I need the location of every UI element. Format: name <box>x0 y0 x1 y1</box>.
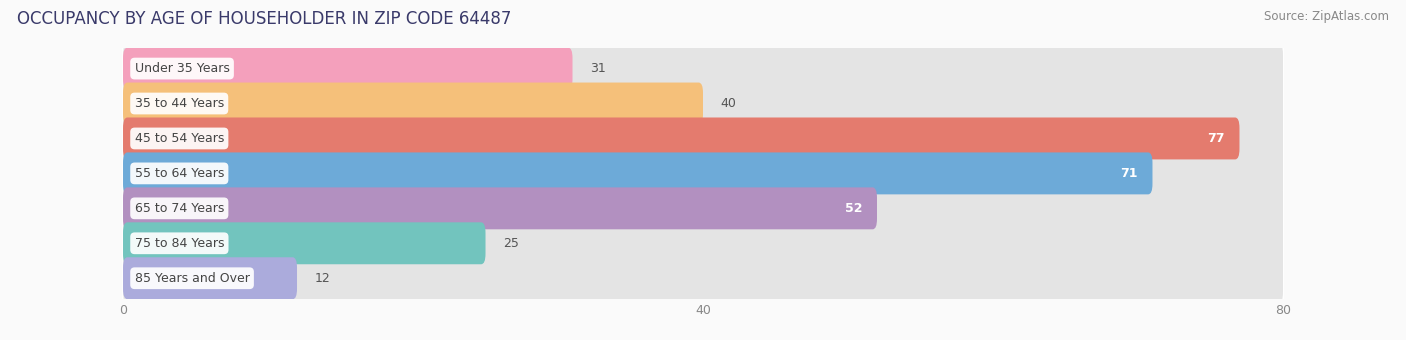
Text: 55 to 64 Years: 55 to 64 Years <box>135 167 224 180</box>
FancyBboxPatch shape <box>124 41 1284 96</box>
Text: 25: 25 <box>503 237 519 250</box>
FancyBboxPatch shape <box>124 187 877 229</box>
Text: 35 to 44 Years: 35 to 44 Years <box>135 97 224 110</box>
Text: 85 Years and Over: 85 Years and Over <box>135 272 249 285</box>
FancyBboxPatch shape <box>124 76 1284 131</box>
FancyBboxPatch shape <box>124 181 1284 236</box>
Text: 45 to 54 Years: 45 to 54 Years <box>135 132 224 145</box>
FancyBboxPatch shape <box>124 118 1240 159</box>
Text: 65 to 74 Years: 65 to 74 Years <box>135 202 224 215</box>
FancyBboxPatch shape <box>124 48 572 89</box>
Text: 75 to 84 Years: 75 to 84 Years <box>135 237 224 250</box>
FancyBboxPatch shape <box>124 222 485 264</box>
Text: 71: 71 <box>1121 167 1137 180</box>
FancyBboxPatch shape <box>124 146 1284 201</box>
FancyBboxPatch shape <box>124 83 703 124</box>
FancyBboxPatch shape <box>124 111 1284 166</box>
FancyBboxPatch shape <box>124 251 1284 306</box>
Text: 40: 40 <box>720 97 737 110</box>
Text: 31: 31 <box>591 62 606 75</box>
FancyBboxPatch shape <box>124 152 1153 194</box>
Text: OCCUPANCY BY AGE OF HOUSEHOLDER IN ZIP CODE 64487: OCCUPANCY BY AGE OF HOUSEHOLDER IN ZIP C… <box>17 10 512 28</box>
FancyBboxPatch shape <box>124 216 1284 271</box>
Text: 77: 77 <box>1208 132 1225 145</box>
Text: 12: 12 <box>315 272 330 285</box>
FancyBboxPatch shape <box>124 257 297 299</box>
Text: 52: 52 <box>845 202 862 215</box>
Text: Under 35 Years: Under 35 Years <box>135 62 229 75</box>
Text: Source: ZipAtlas.com: Source: ZipAtlas.com <box>1264 10 1389 23</box>
